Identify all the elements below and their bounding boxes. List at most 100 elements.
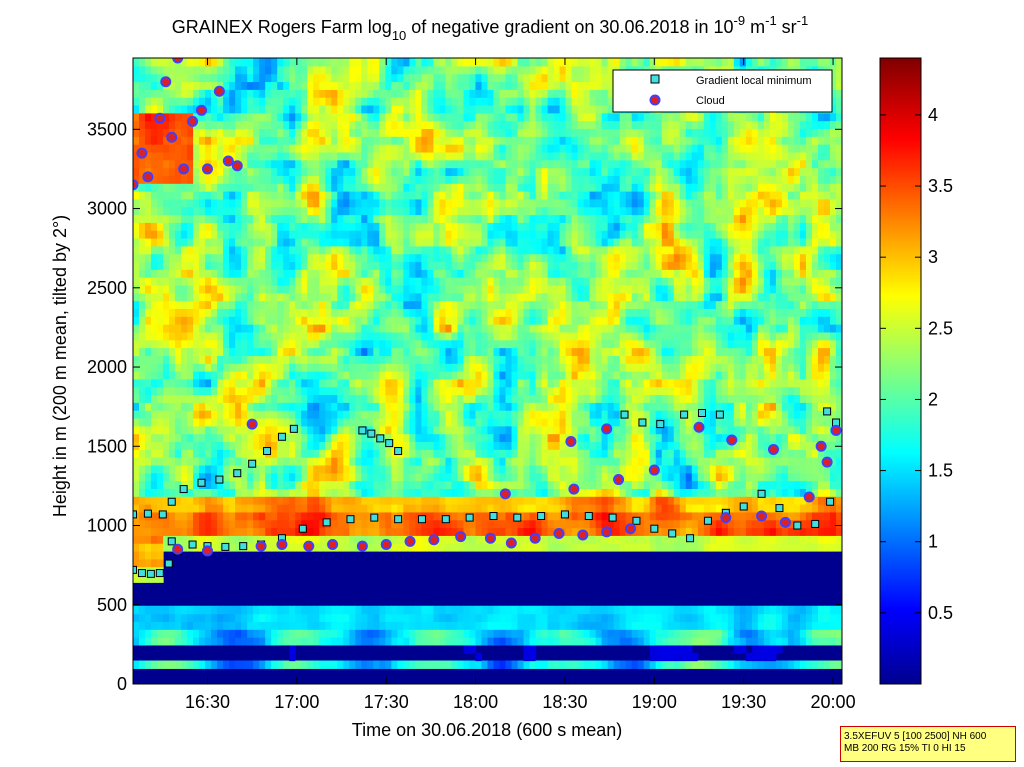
heatmap-cell: [469, 480, 477, 489]
heatmap-cell: [319, 324, 326, 333]
heatmap-cell: [541, 417, 549, 427]
heatmap-cell: [253, 386, 260, 396]
heatmap-cell: [427, 175, 435, 184]
heatmap-cell: [331, 175, 338, 184]
heatmap-cell: [523, 198, 531, 208]
heatmap-cell: [343, 363, 350, 372]
heatmap-cell: [271, 58, 278, 67]
heatmap-cell: [301, 144, 308, 153]
heatmap-cell: [337, 324, 344, 333]
heatmap-cell: [427, 300, 435, 309]
heatmap-cell: [229, 65, 236, 75]
heatmap-cell: [163, 621, 170, 630]
heatmap-cell: [493, 112, 501, 122]
heatmap-cell: [487, 175, 495, 184]
heatmap-cell: [535, 378, 543, 388]
heatmap-cell: [247, 58, 254, 67]
heatmap-cell: [493, 308, 501, 317]
heatmap-cell: [397, 347, 404, 356]
heatmap-cell: [463, 136, 471, 145]
heatmap-cell: [277, 151, 284, 161]
heatmap-cell: [463, 198, 471, 208]
title-middle: of negative gradient on 30.06.2018 in 10: [406, 17, 733, 37]
heatmap-cell: [535, 402, 543, 411]
heatmap-cell: [481, 277, 489, 286]
heatmap-cell: [511, 621, 519, 630]
heatmap-cell: [139, 433, 146, 443]
heatmap-cell: [313, 331, 320, 341]
heatmap-cell: [505, 159, 513, 169]
heatmap-cell: [415, 660, 423, 669]
heatmap-cell: [307, 394, 314, 403]
heatmap-cell: [145, 89, 152, 98]
heatmap-cell: [439, 410, 447, 419]
heatmap-cell: [199, 457, 206, 466]
heatmap-cell: [415, 214, 423, 223]
heatmap-cell: [331, 363, 338, 372]
heatmap-cell: [379, 277, 386, 286]
heatmap-cell: [145, 284, 152, 294]
heatmap-cell: [379, 73, 386, 83]
heatmap-cell: [397, 73, 404, 83]
heatmap-cell: [175, 183, 182, 192]
heatmap-cell: [421, 363, 429, 372]
heatmap-cell: [523, 347, 531, 356]
heatmap-cell: [139, 417, 146, 427]
heatmap-cell: [427, 292, 435, 302]
heatmap-cell: [241, 363, 248, 372]
heatmap-cell: [529, 81, 537, 90]
heatmap-cell: [385, 183, 392, 192]
heatmap-cell: [307, 386, 314, 396]
heatmap-cell: [205, 191, 212, 200]
heatmap-cell: [199, 222, 206, 231]
heatmap-cell: [307, 613, 314, 623]
heatmap-cell: [241, 253, 248, 263]
heatmap-cell: [439, 144, 447, 153]
heatmap-cell: [487, 104, 495, 114]
heatmap-cell: [199, 488, 206, 497]
heatmap-cell: [211, 331, 218, 341]
heatmap-cell: [295, 167, 302, 176]
heatmap-cell: [433, 183, 441, 192]
heatmap-cell: [307, 402, 314, 411]
heatmap-cell: [193, 81, 200, 90]
heatmap-cell: [511, 441, 519, 450]
heatmap-cell: [439, 58, 447, 67]
heatmap-cell: [301, 519, 308, 529]
heatmap-cell: [451, 324, 459, 333]
heatmap-cell: [163, 300, 170, 309]
heatmap-cell: [295, 464, 302, 474]
heatmap-cell: [367, 504, 374, 513]
heatmap-cell: [403, 331, 410, 341]
heatmap-cell: [253, 222, 260, 231]
heatmap-cell: [355, 637, 362, 646]
heatmap-cell: [397, 128, 404, 137]
heatmap-cell: [355, 222, 362, 231]
heatmap-cell: [247, 543, 254, 552]
heatmap-cell: [349, 175, 356, 184]
heatmap-cell: [511, 660, 519, 669]
heatmap-cell: [235, 629, 242, 638]
heatmap-cell: [217, 457, 224, 466]
heatmap-cell: [301, 97, 308, 106]
heatmap-cell: [559, 386, 567, 396]
heatmap-cell: [445, 214, 453, 223]
heatmap-cell: [559, 269, 567, 278]
heatmap-cell: [277, 386, 284, 396]
heatmap-cell: [307, 206, 314, 216]
heatmap-cell: [157, 496, 164, 505]
heatmap-cell: [271, 464, 278, 474]
heatmap-cell: [151, 629, 158, 638]
heatmap-cell: [379, 183, 386, 192]
heatmap-cell: [133, 637, 140, 646]
heatmap-cell: [217, 449, 224, 458]
heatmap-cell: [325, 292, 332, 302]
heatmap-cell: [271, 449, 278, 458]
heatmap-cell: [349, 527, 356, 536]
heatmap-cell: [529, 89, 537, 98]
heatmap-cell: [445, 629, 453, 638]
heatmap-cell: [145, 378, 152, 388]
heatmap-cell: [271, 97, 278, 106]
heatmap-cell: [301, 449, 308, 458]
heatmap-cell: [247, 347, 254, 356]
